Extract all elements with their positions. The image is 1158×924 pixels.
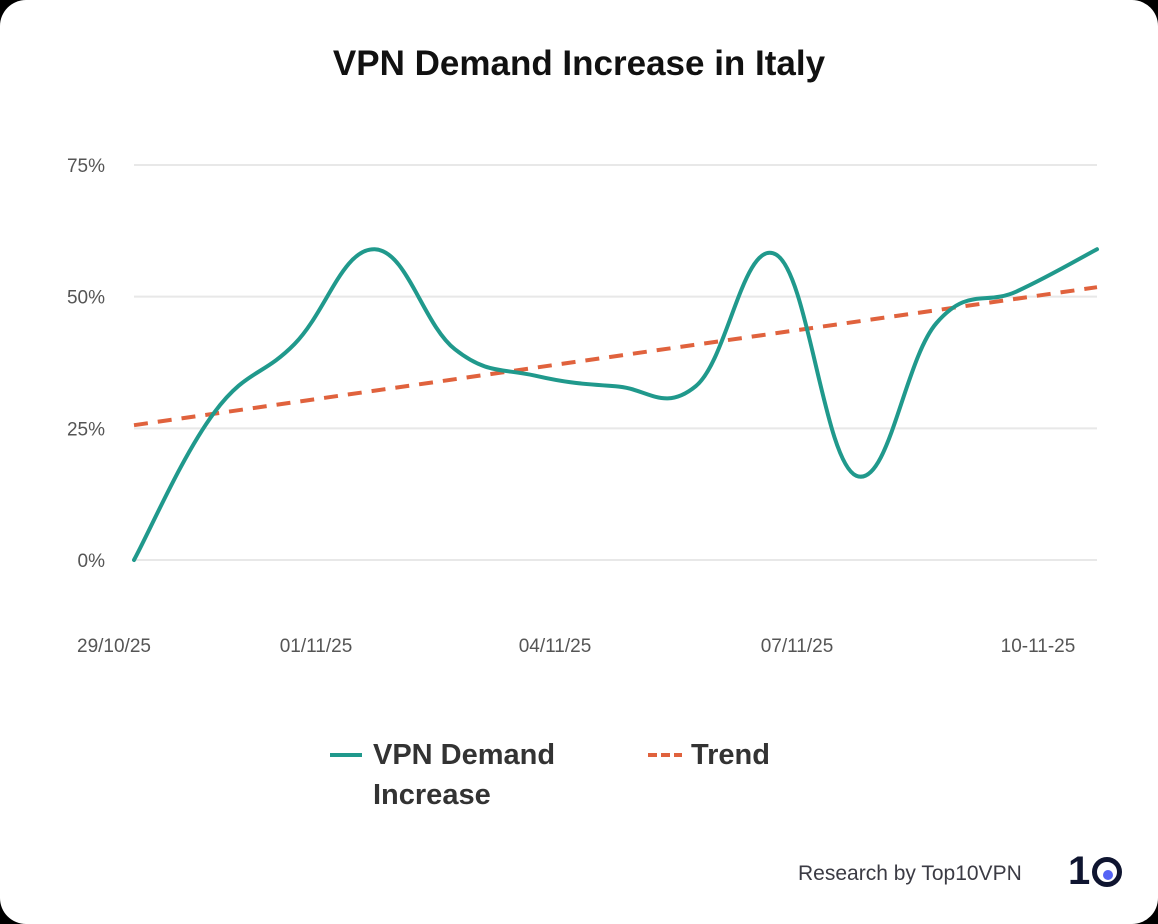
vpn-demand-line	[132, 247, 1099, 562]
y-tick-label: 0%	[78, 551, 106, 572]
chart-title: VPN Demand Increase in Italy	[332, 44, 826, 83]
legend-swatch-dashed	[648, 753, 682, 757]
trend-line	[133, 285, 1098, 428]
legend-item-trend: Trend	[648, 735, 770, 775]
legend-label-line1: VPN Demand	[373, 739, 556, 771]
top10vpn-logo: 1	[1068, 849, 1122, 893]
x-tick-label: 10-11-25	[1001, 636, 1076, 657]
y-tick-label: 25%	[67, 419, 105, 440]
x-tick-label: 29/10/25	[77, 636, 151, 657]
x-tick-label: 04/11/25	[519, 636, 592, 657]
legend-swatch-solid	[330, 753, 362, 757]
legend-item-vpn-demand: VPN Demand Increase	[330, 735, 555, 815]
x-tick-label: 01/11/25	[280, 636, 353, 657]
legend-label-trend: Trend	[691, 739, 770, 771]
x-tick-label: 07/11/25	[761, 636, 834, 657]
credit-text: Research by Top10VPN	[798, 862, 1022, 885]
y-tick-label: 50%	[67, 288, 105, 309]
y-tick-label: 75%	[67, 156, 105, 177]
legend-label-line2: Increase	[373, 779, 491, 811]
